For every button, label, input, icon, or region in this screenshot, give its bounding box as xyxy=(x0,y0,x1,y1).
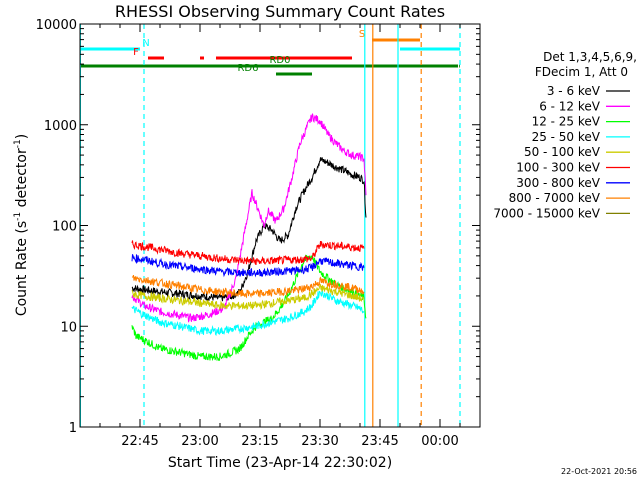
series-line-6 xyxy=(131,254,365,278)
y-axis-label: Count Rate (s-1 detector-1) xyxy=(13,134,30,316)
legend-header-decimation: FDecim 1, Att 0 xyxy=(535,65,628,79)
x-axis-ticks: 22:45 23:00 23:15 23:30 23:45 00:00 xyxy=(79,24,481,449)
y-tick-label: 1000 xyxy=(44,119,77,134)
series-line-1 xyxy=(131,113,367,323)
legend-item-label: 7000 - 15000 keV xyxy=(493,206,600,220)
y-tick-label: 10 xyxy=(60,320,77,335)
legend-item-label: 300 - 800 keV xyxy=(516,176,600,190)
x-tick-label: 23:30 xyxy=(301,434,338,449)
plot-series xyxy=(131,113,367,362)
legend-item-label: 800 - 7000 keV xyxy=(509,191,601,205)
legend-item-label: 50 - 100 keV xyxy=(524,145,601,159)
status-flags: NF S RD0 RD6 xyxy=(80,29,460,76)
y-tick-label: 100 xyxy=(52,220,77,235)
x-tick-label: 23:00 xyxy=(181,434,218,449)
x-axis-label: Start Time (23-Apr-14 22:30:02) xyxy=(168,455,392,471)
series-line-2 xyxy=(131,254,367,362)
legend-item-label: 100 - 300 keV xyxy=(516,161,600,175)
x-tick-label: 00:00 xyxy=(421,434,458,449)
legend-item-label: 12 - 25 keV xyxy=(532,115,601,129)
generation-timestamp: 22-Oct-2021 20:56 xyxy=(561,467,637,476)
legend-header-detectors: Det 1,3,4,5,6,9, xyxy=(543,50,637,64)
flag-label-s: S xyxy=(359,29,365,40)
x-tick-label: 22:45 xyxy=(121,434,158,449)
y-axis-ticks: 1 10 100 1000 10000 xyxy=(36,18,480,436)
x-tick-label: 23:15 xyxy=(241,434,278,449)
flag-label-rd0: RD0 xyxy=(269,55,290,66)
x-tick-label: 23:45 xyxy=(361,434,398,449)
y-tick-label: 10000 xyxy=(36,18,77,33)
series-line-5 xyxy=(131,240,365,266)
series-line-7 xyxy=(131,274,365,299)
legend: Det 1,3,4,5,6,9, FDecim 1, Att 0 3 - 6 k… xyxy=(493,50,637,220)
legend-item-label: 25 - 50 keV xyxy=(532,130,601,144)
series-line-0 xyxy=(131,157,367,302)
plot-frame xyxy=(79,23,481,428)
y-tick-label: 1 xyxy=(69,421,77,436)
flag-label-f: F xyxy=(133,47,139,58)
series-line-3 xyxy=(131,288,365,337)
legend-item-label: 6 - 12 keV xyxy=(539,99,601,113)
legend-item-label: 3 - 6 keV xyxy=(547,84,601,98)
series-line-4 xyxy=(131,283,365,311)
chart-title: RHESSI Observing Summary Count Rates xyxy=(115,2,445,21)
flag-label-rd6: RD6 xyxy=(237,63,258,74)
flag-label-n: N xyxy=(142,38,149,49)
